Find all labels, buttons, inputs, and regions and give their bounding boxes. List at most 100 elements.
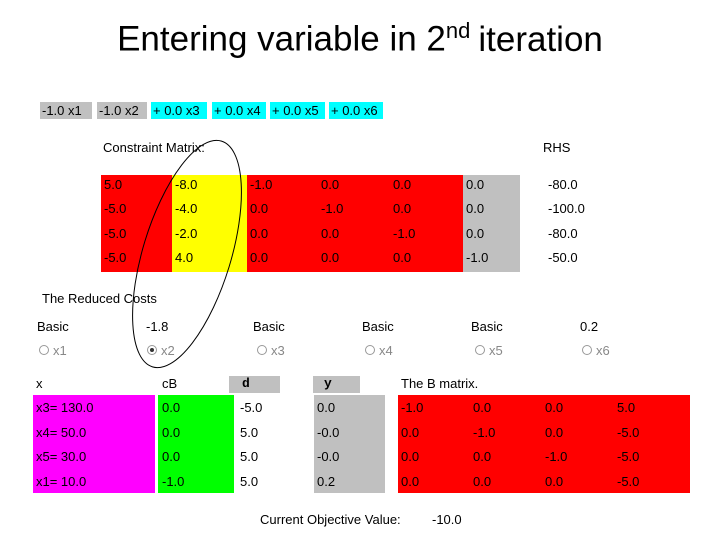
b-matrix-cell: -1.0 xyxy=(401,400,424,415)
objective-term: + 0.0 x4 xyxy=(214,103,261,118)
matrix-cell: 0.0 xyxy=(466,225,485,241)
title-main: Entering variable in 2 xyxy=(117,19,446,59)
slide-title: Entering variable in 2nd iteration xyxy=(0,18,720,60)
rhs-cell: -100.0 xyxy=(548,201,585,217)
cb-cell: 0.0 xyxy=(162,449,181,464)
cb-column-bg xyxy=(158,395,234,493)
radio-label[interactable]: x6 xyxy=(596,343,610,358)
b-matrix-cell: -5.0 xyxy=(617,473,640,489)
header-d-bg xyxy=(229,376,280,393)
basis-column-bg xyxy=(33,395,155,493)
d-cell: 5.0 xyxy=(240,473,259,489)
radio-label[interactable]: x4 xyxy=(379,343,393,358)
objective-term: -1.0 x1 xyxy=(42,103,82,118)
y-cell: 0.0 xyxy=(317,400,336,415)
b-matrix-cell: 0.0 xyxy=(401,449,420,464)
matrix-cell: -5.0 xyxy=(104,249,127,265)
rhs-cell: -80.0 xyxy=(548,225,578,241)
cb-cell: 0.0 xyxy=(162,424,181,440)
matrix-cell: 0.0 xyxy=(321,225,340,241)
matrix-cell: 0.0 xyxy=(466,201,485,217)
reduced-cost-cell: 0.2 xyxy=(580,319,599,334)
matrix-cell: 0.0 xyxy=(321,177,340,192)
cb-cell: 0.0 xyxy=(162,400,181,415)
radio-label[interactable]: x5 xyxy=(489,343,503,358)
radio-label[interactable]: x1 xyxy=(53,343,67,358)
matrix-cell: -1.0 xyxy=(250,177,273,192)
b-matrix-cell: -5.0 xyxy=(617,449,640,464)
objective-term: + 0.0 x3 xyxy=(153,103,200,118)
y-cell: -0.0 xyxy=(317,424,340,440)
matrix-cell: 0.0 xyxy=(321,249,340,265)
title-rest: iteration xyxy=(478,19,603,59)
matrix-cell: 0.0 xyxy=(250,201,269,217)
radio-button[interactable] xyxy=(257,345,267,355)
matrix-column-bg xyxy=(463,175,520,272)
matrix-column-bg xyxy=(390,175,463,272)
matrix-cell: -5.0 xyxy=(104,201,127,217)
objective-term-bg xyxy=(151,102,207,119)
b-matrix-cell: -1.0 xyxy=(545,449,568,464)
objective-term: + 0.0 x5 xyxy=(272,103,319,118)
objective-term-bg xyxy=(329,102,383,119)
radio-label[interactable]: x2 xyxy=(161,343,175,358)
reduced-cost-cell: Basic xyxy=(253,319,285,334)
matrix-cell: 0.0 xyxy=(466,177,485,192)
b-matrix-cell: 0.0 xyxy=(473,400,492,415)
objective-term-bg xyxy=(97,102,147,119)
basis-variable: x3= 130.0 xyxy=(36,400,94,415)
radio-button[interactable] xyxy=(475,345,485,355)
matrix-cell: 0.0 xyxy=(393,249,412,265)
basis-variable: x5= 30.0 xyxy=(36,449,87,464)
b-matrix-cell: 0.0 xyxy=(401,424,420,440)
matrix-column-bg xyxy=(247,175,318,272)
b-matrix-cell: 0.0 xyxy=(401,473,420,489)
basis-variable: x1= 10.0 xyxy=(36,473,87,489)
b-matrix-cell: 0.0 xyxy=(545,473,564,489)
matrix-column-bg xyxy=(318,175,390,272)
matrix-cell: -4.0 xyxy=(175,201,198,217)
cb-cell: -1.0 xyxy=(162,473,185,489)
b-matrix-cell: -5.0 xyxy=(617,424,640,440)
matrix-cell: -1.0 xyxy=(393,225,416,241)
b-matrix-cell: 0.0 xyxy=(545,400,564,415)
rhs-cell: -80.0 xyxy=(548,177,578,192)
radio-dot xyxy=(150,348,154,352)
radio-button[interactable] xyxy=(39,345,49,355)
reduced-cost-cell: Basic xyxy=(471,319,503,334)
objective-term-bg xyxy=(40,102,92,119)
rhs-cell: -50.0 xyxy=(548,249,578,265)
constraint-label: Constraint Matrix: xyxy=(103,140,205,155)
d-cell: -5.0 xyxy=(240,400,263,415)
d-cell: 5.0 xyxy=(240,449,259,464)
b-matrix-cell: -1.0 xyxy=(473,424,496,440)
radio-label[interactable]: x3 xyxy=(271,343,285,358)
objective-term: + 0.0 x6 xyxy=(331,103,378,118)
matrix-cell: -5.0 xyxy=(104,225,127,241)
b-matrix-label: The B matrix. xyxy=(401,376,479,391)
matrix-cell: -1.0 xyxy=(466,249,489,265)
matrix-cell: -2.0 xyxy=(175,225,198,241)
matrix-cell: 0.0 xyxy=(393,201,412,217)
objective-term: -1.0 x2 xyxy=(99,103,139,118)
radio-button[interactable] xyxy=(365,345,375,355)
header-y-bg xyxy=(313,376,360,393)
matrix-cell: 4.0 xyxy=(175,249,194,265)
b-matrix-cell: 5.0 xyxy=(617,400,636,415)
y-column-bg xyxy=(314,395,385,493)
radio-button[interactable] xyxy=(147,345,157,355)
matrix-cell: -8.0 xyxy=(175,177,198,192)
header-y: y xyxy=(324,376,332,391)
d-cell: 5.0 xyxy=(240,424,259,440)
radio-button[interactable] xyxy=(582,345,592,355)
title-sup: nd xyxy=(445,18,471,43)
b-matrix-cell: 0.0 xyxy=(473,449,492,464)
objective-term-bg xyxy=(270,102,325,119)
matrix-cell: 5.0 xyxy=(104,177,123,192)
reduced-cost-cell: -1.8 xyxy=(146,319,169,334)
reduced-cost-cell: Basic xyxy=(362,319,394,334)
y-cell: -0.0 xyxy=(317,449,340,464)
b-matrix-cell: 0.0 xyxy=(473,473,492,489)
b-matrix-bg xyxy=(398,395,690,493)
